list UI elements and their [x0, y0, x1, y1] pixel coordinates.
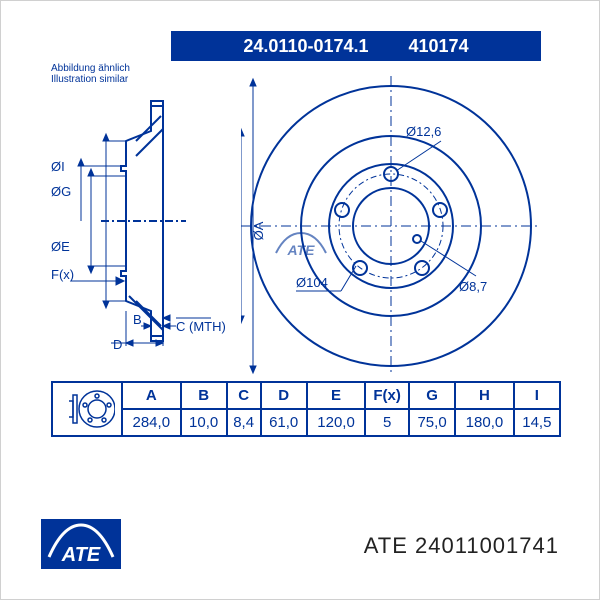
dimension-table: A B C D E F(x) G H I 284,0 10,0 8,4 61,0…: [51, 381, 561, 437]
val-F: 5: [365, 409, 409, 436]
footer-brand: ATE: [364, 533, 408, 558]
dim-G-label: ØG: [51, 184, 71, 199]
brand-logo-text: ATE: [61, 544, 101, 566]
table-row: 284,0 10,0 8,4 61,0 120,0 5 75,0 180,0 1…: [52, 409, 560, 436]
dim-E-label: ØE: [51, 239, 70, 254]
bolt-hole-label: Ø12,6: [406, 124, 441, 139]
ate-watermark: ATE: [271, 231, 331, 259]
val-I: 14,5: [514, 409, 560, 436]
dim-C-label: C (MTH): [176, 319, 226, 334]
pcd-label: Ø104: [296, 275, 328, 290]
part-no-full: 24.0110-0174.1: [243, 36, 368, 57]
diagram-area: 24.0110-0174.1 410174 Abbildung ähnlich …: [51, 31, 561, 401]
col-C: C: [227, 382, 261, 409]
dim-F-label: F(x): [51, 267, 74, 282]
col-F: F(x): [365, 382, 409, 409]
dim-I-label: ØI: [51, 159, 65, 174]
front-view: Ø12,6 Ø8,7 Ø104 ØH ØA: [241, 71, 551, 371]
col-H: H: [455, 382, 514, 409]
diagram-header: 24.0110-0174.1 410174: [171, 31, 541, 61]
val-A: 284,0: [122, 409, 181, 436]
footer-part-label: ATE 24011001741: [364, 533, 559, 559]
table-icon-cell: [52, 382, 122, 436]
val-E: 120,0: [307, 409, 366, 436]
col-B: B: [181, 382, 227, 409]
col-I: I: [514, 382, 560, 409]
note-line1: Abbildung ähnlich: [51, 63, 130, 74]
col-G: G: [409, 382, 455, 409]
col-E: E: [307, 382, 366, 409]
dim-A-label: ØA: [251, 221, 266, 240]
val-D: 61,0: [261, 409, 307, 436]
screw-hole-label: Ø8,7: [459, 279, 487, 294]
val-C: 8,4: [227, 409, 261, 436]
brand-logo: ATE: [41, 519, 121, 569]
dim-D-label: D: [113, 337, 122, 351]
val-B: 10,0: [181, 409, 227, 436]
side-view: ØI ØG ØE: [51, 81, 231, 351]
col-D: D: [261, 382, 307, 409]
dim-B-label: B: [133, 312, 142, 327]
val-G: 75,0: [409, 409, 455, 436]
svg-text:ATE: ATE: [287, 242, 316, 258]
val-H: 180,0: [455, 409, 514, 436]
product-card: 24.0110-0174.1 410174 Abbildung ähnlich …: [0, 0, 600, 600]
col-A: A: [122, 382, 181, 409]
footer-partno: 24011001741: [415, 533, 559, 558]
part-no-short: 410174: [409, 36, 469, 57]
